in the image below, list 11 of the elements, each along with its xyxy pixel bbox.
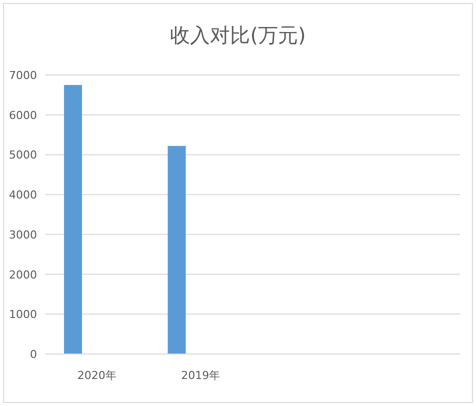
- y-tick-label: 3000: [9, 228, 37, 242]
- y-tick-label: 5000: [9, 148, 37, 162]
- y-tick-label: 2000: [9, 268, 37, 282]
- y-tick-label: 1000: [9, 308, 37, 322]
- x-tick-label: 2019年: [181, 369, 220, 382]
- y-tick-label: 0: [30, 348, 37, 361]
- chart-title: 收入对比(万元): [170, 23, 306, 47]
- y-tick-label: 6000: [9, 108, 37, 122]
- x-tick-label: 2020年: [77, 369, 116, 382]
- y-tick-label: 4000: [9, 188, 37, 202]
- y-tick-label: 7000: [9, 69, 37, 82]
